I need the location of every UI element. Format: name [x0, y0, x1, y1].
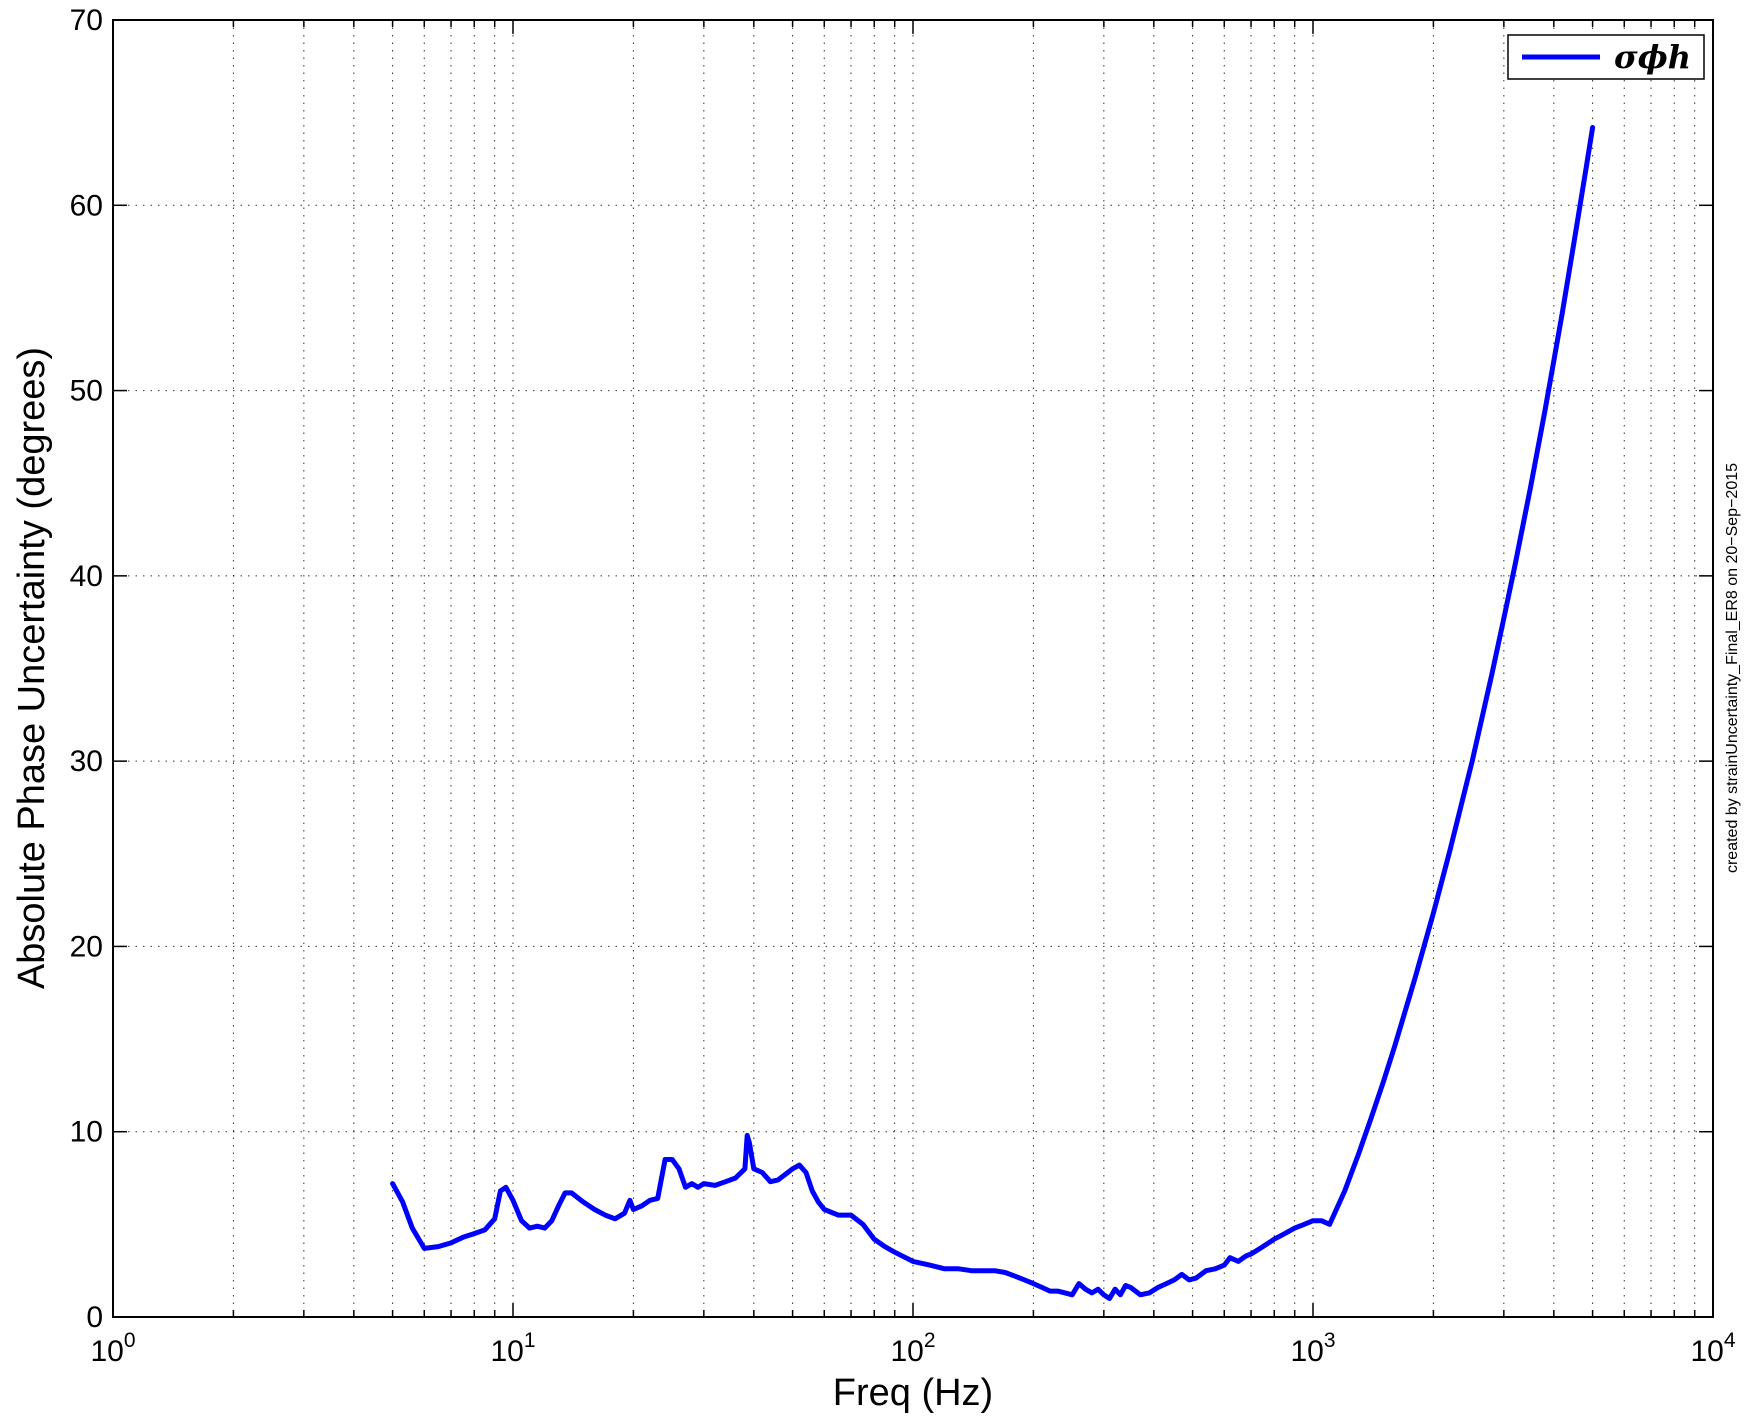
grid-lines — [113, 20, 1713, 1317]
y-tick-label: 60 — [70, 189, 103, 222]
y-tick-label: 10 — [70, 1116, 103, 1149]
legend: σϕh — [1507, 34, 1705, 80]
y-tick-label: 70 — [70, 4, 103, 37]
tick-marks — [113, 19, 1713, 1318]
x-tick-label: 103 — [1290, 1329, 1335, 1368]
series-layer — [390, 125, 1596, 1301]
x-tick-labels: 100 101 102 103 104 — [90, 1329, 1735, 1368]
series-line-0 — [390, 125, 1596, 1301]
legend-entry-label: σϕh — [1614, 38, 1691, 76]
plot-background — [113, 20, 1713, 1317]
x-tick-label: 104 — [1690, 1329, 1735, 1368]
x-tick-label: 102 — [890, 1329, 935, 1368]
y-tick-label: 0 — [86, 1301, 103, 1334]
y-tick-labels: 0 10 20 30 40 50 60 70 — [70, 4, 103, 1334]
y-axis-label: Absolute Phase Uncertainty (degrees) — [11, 347, 53, 989]
side-note: created by strainUncertainty_Final_ER8 o… — [1724, 463, 1741, 873]
y-tick-label: 40 — [70, 560, 103, 593]
y-tick-label: 20 — [70, 930, 103, 963]
x-axis-label: Freq (Hz) — [833, 1372, 993, 1414]
y-tick-label: 50 — [70, 375, 103, 408]
x-tick-label: 101 — [490, 1329, 535, 1368]
y-tick-label: 30 — [70, 745, 103, 778]
x-tick-label: 100 — [90, 1329, 135, 1368]
